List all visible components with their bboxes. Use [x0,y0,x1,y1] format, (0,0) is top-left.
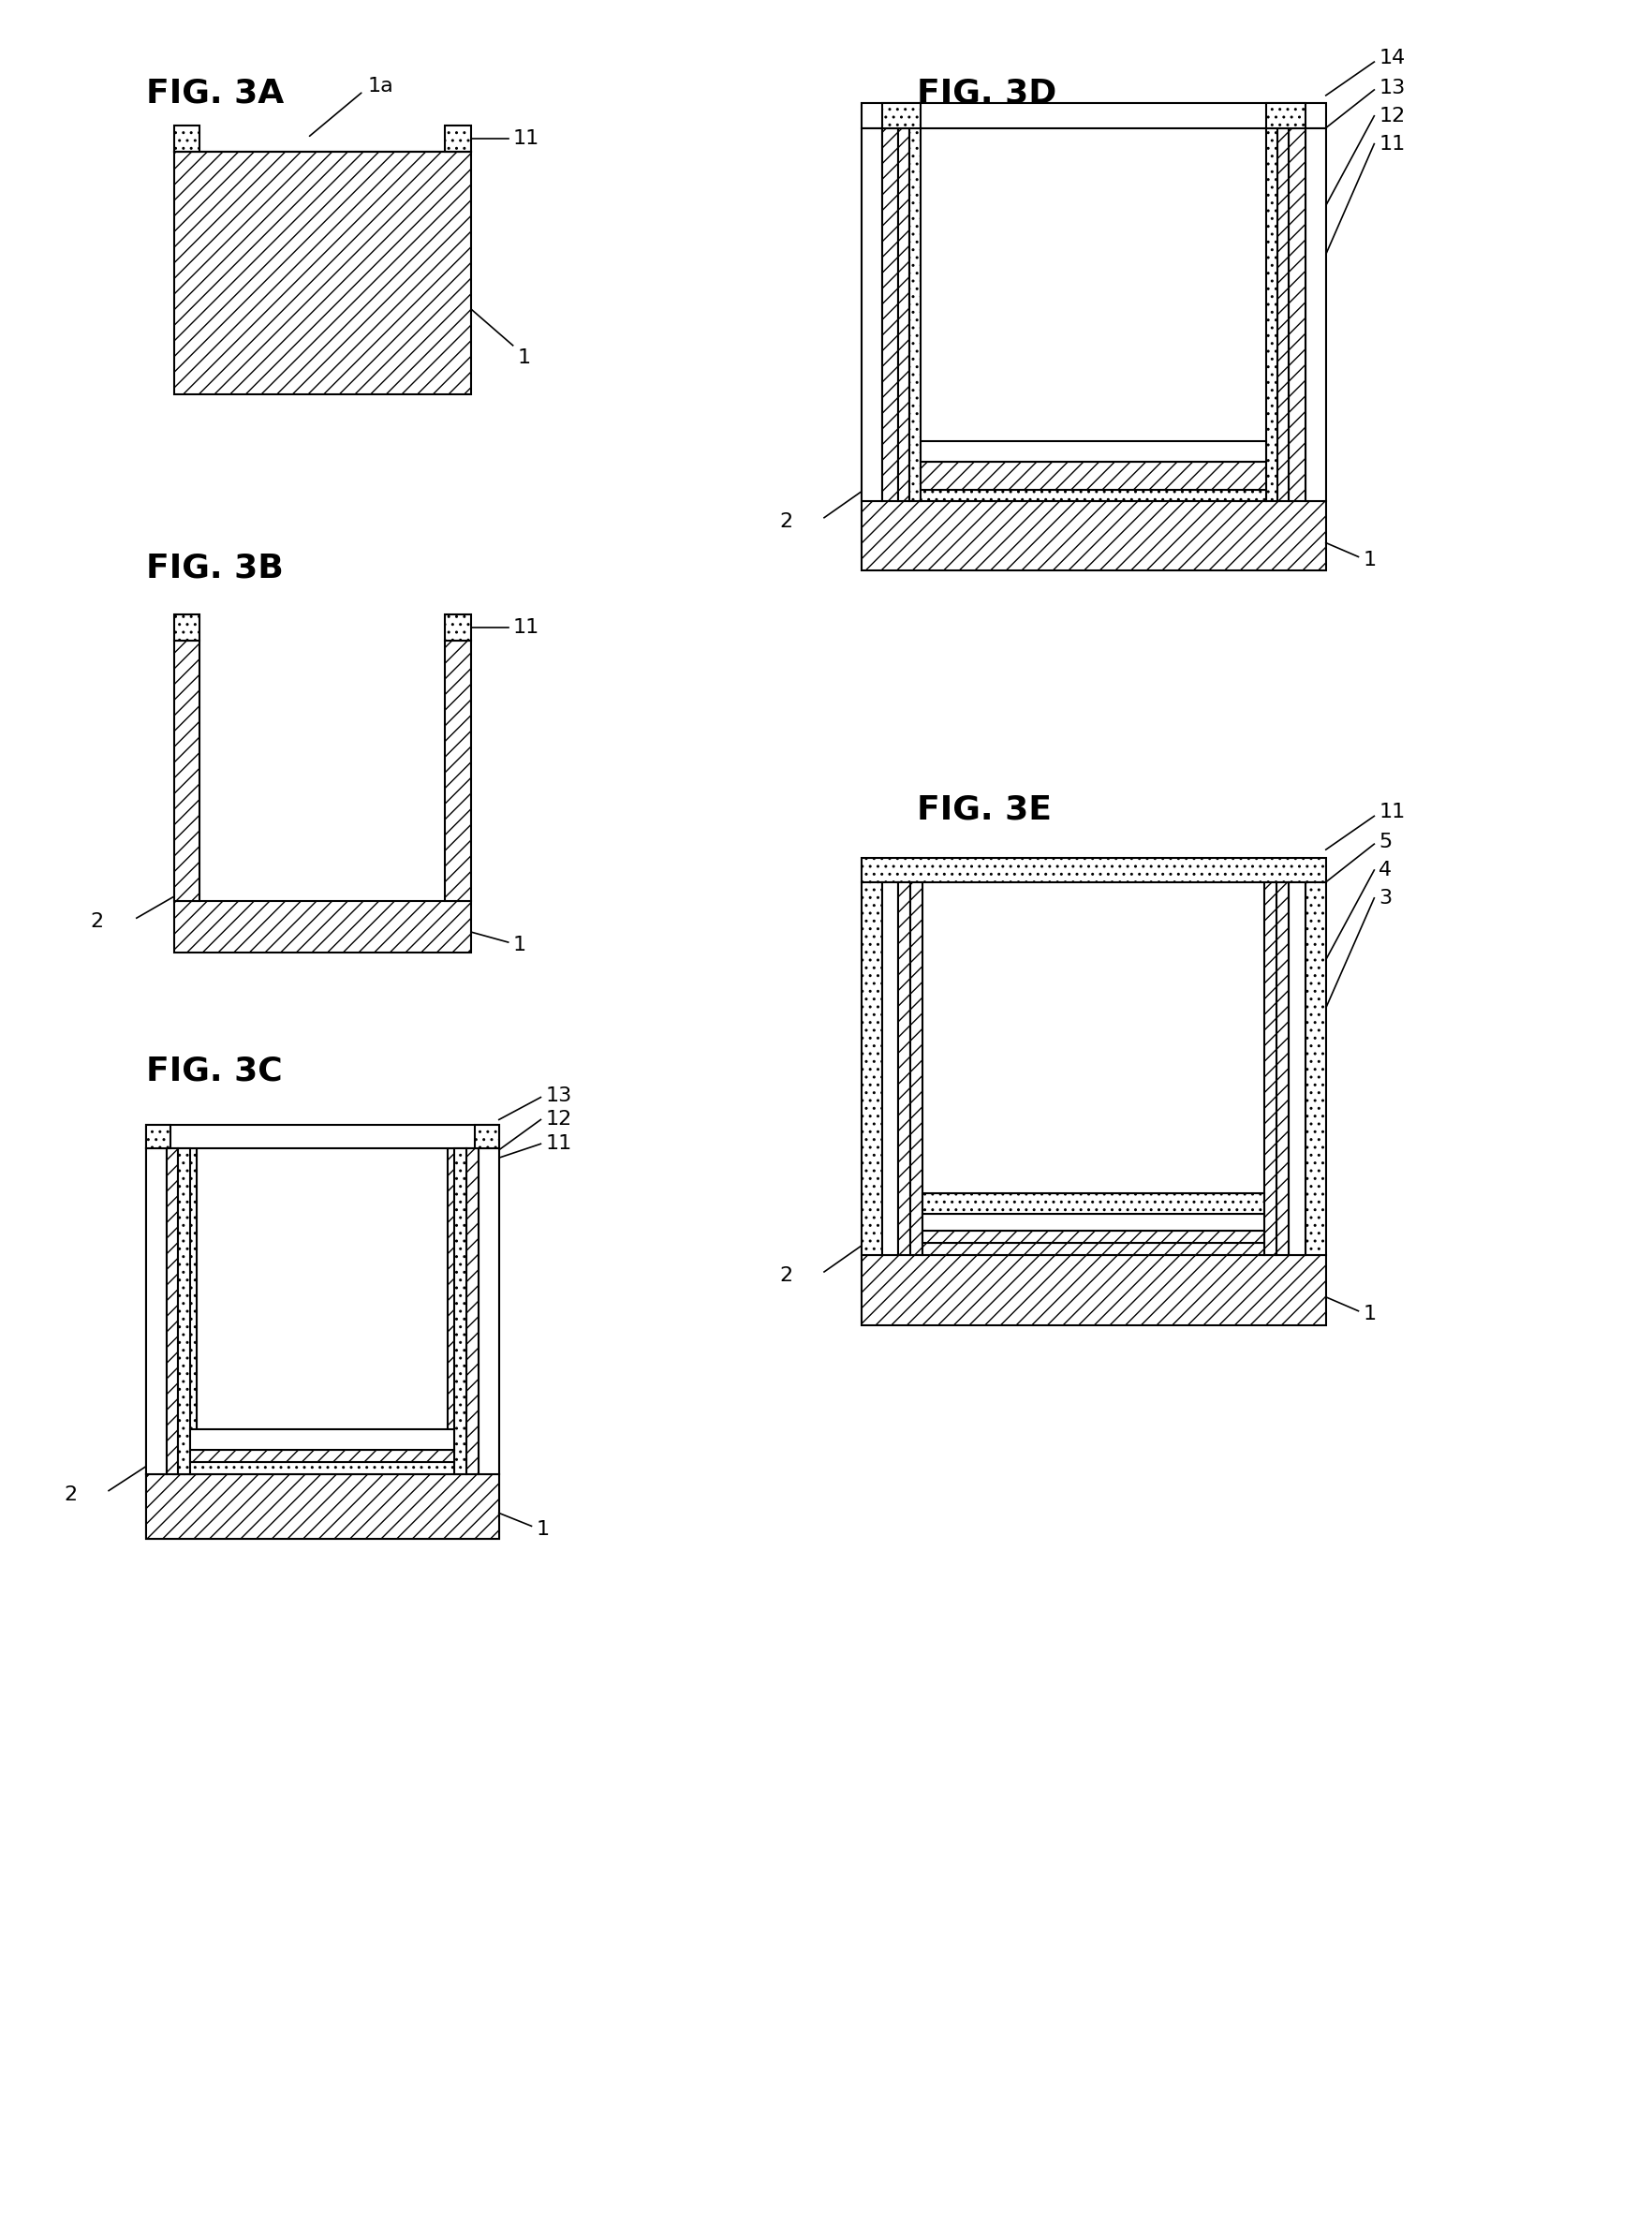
Text: FIG. 3D: FIG. 3D [917,78,1056,109]
Bar [1265,104,1305,129]
Bar [881,882,899,1254]
Bar [861,882,881,1254]
Bar [477,1148,499,1474]
Bar [1277,129,1289,501]
Bar [1264,882,1275,1254]
Bar [466,1148,477,1474]
Bar [178,1148,190,1474]
Bar [922,1230,1264,1243]
Bar [167,1148,178,1474]
Bar [145,1126,499,1148]
Bar [145,1126,170,1148]
Bar [173,126,200,151]
Bar [861,104,1325,129]
Text: 4: 4 [1378,860,1391,880]
Text: 14: 14 [1378,49,1404,66]
Text: 11: 11 [512,129,539,148]
Text: 1: 1 [517,348,530,368]
Text: 5: 5 [1378,833,1391,851]
Bar [145,1148,167,1474]
Bar [145,1474,499,1540]
Text: 1: 1 [535,1520,548,1538]
Text: 2: 2 [91,913,104,931]
Text: FIG. 3A: FIG. 3A [145,78,284,109]
Bar [173,151,471,394]
Bar [173,640,200,902]
Bar [444,640,471,902]
Bar [474,1126,499,1148]
Text: 2: 2 [780,1265,793,1285]
Text: 1: 1 [512,935,525,955]
Bar [1265,129,1277,501]
Text: 1: 1 [1363,552,1376,570]
Bar [881,104,920,129]
Text: 2: 2 [780,512,793,532]
Bar [861,858,1325,882]
Bar [444,614,471,640]
Bar [190,1463,454,1474]
Text: FIG. 3E: FIG. 3E [917,793,1051,827]
Text: 11: 11 [1378,802,1404,822]
Bar [899,882,910,1254]
Text: 11: 11 [1378,135,1404,153]
Bar [920,461,1265,490]
Bar [145,1148,197,1474]
Bar [190,1449,454,1463]
Bar [922,1243,1264,1254]
Text: 11: 11 [545,1135,572,1152]
Bar [190,1429,454,1449]
Bar [910,882,922,1254]
Text: 3: 3 [1378,889,1391,906]
Bar [1305,129,1325,501]
Bar [899,129,909,501]
Bar [185,1148,197,1474]
Bar [861,129,881,501]
Bar [922,1194,1264,1214]
Bar [920,490,1265,501]
Text: 12: 12 [545,1110,572,1128]
Text: FIG. 3C: FIG. 3C [145,1055,282,1086]
Text: FIG. 3B: FIG. 3B [145,552,282,585]
Bar [1305,882,1325,1254]
Bar [861,1254,1325,1325]
Bar [448,1148,499,1474]
Text: 1a: 1a [368,78,393,95]
Text: 13: 13 [545,1086,572,1106]
Bar [454,1148,466,1474]
Bar [1275,882,1289,1254]
Bar [173,1148,185,1474]
Bar [444,126,471,151]
Bar [145,1474,499,1540]
Bar [173,614,200,640]
Bar [1289,882,1305,1254]
Text: 13: 13 [1378,78,1404,98]
Bar [173,902,471,953]
Text: 1: 1 [1363,1305,1376,1323]
Text: 12: 12 [1378,106,1404,126]
Bar [861,501,1325,572]
Text: 11: 11 [512,618,539,636]
Bar [1289,129,1305,501]
Bar [920,441,1265,461]
Bar [922,1214,1264,1230]
Text: 2: 2 [64,1485,78,1505]
Bar [909,129,920,501]
Bar [881,129,899,501]
